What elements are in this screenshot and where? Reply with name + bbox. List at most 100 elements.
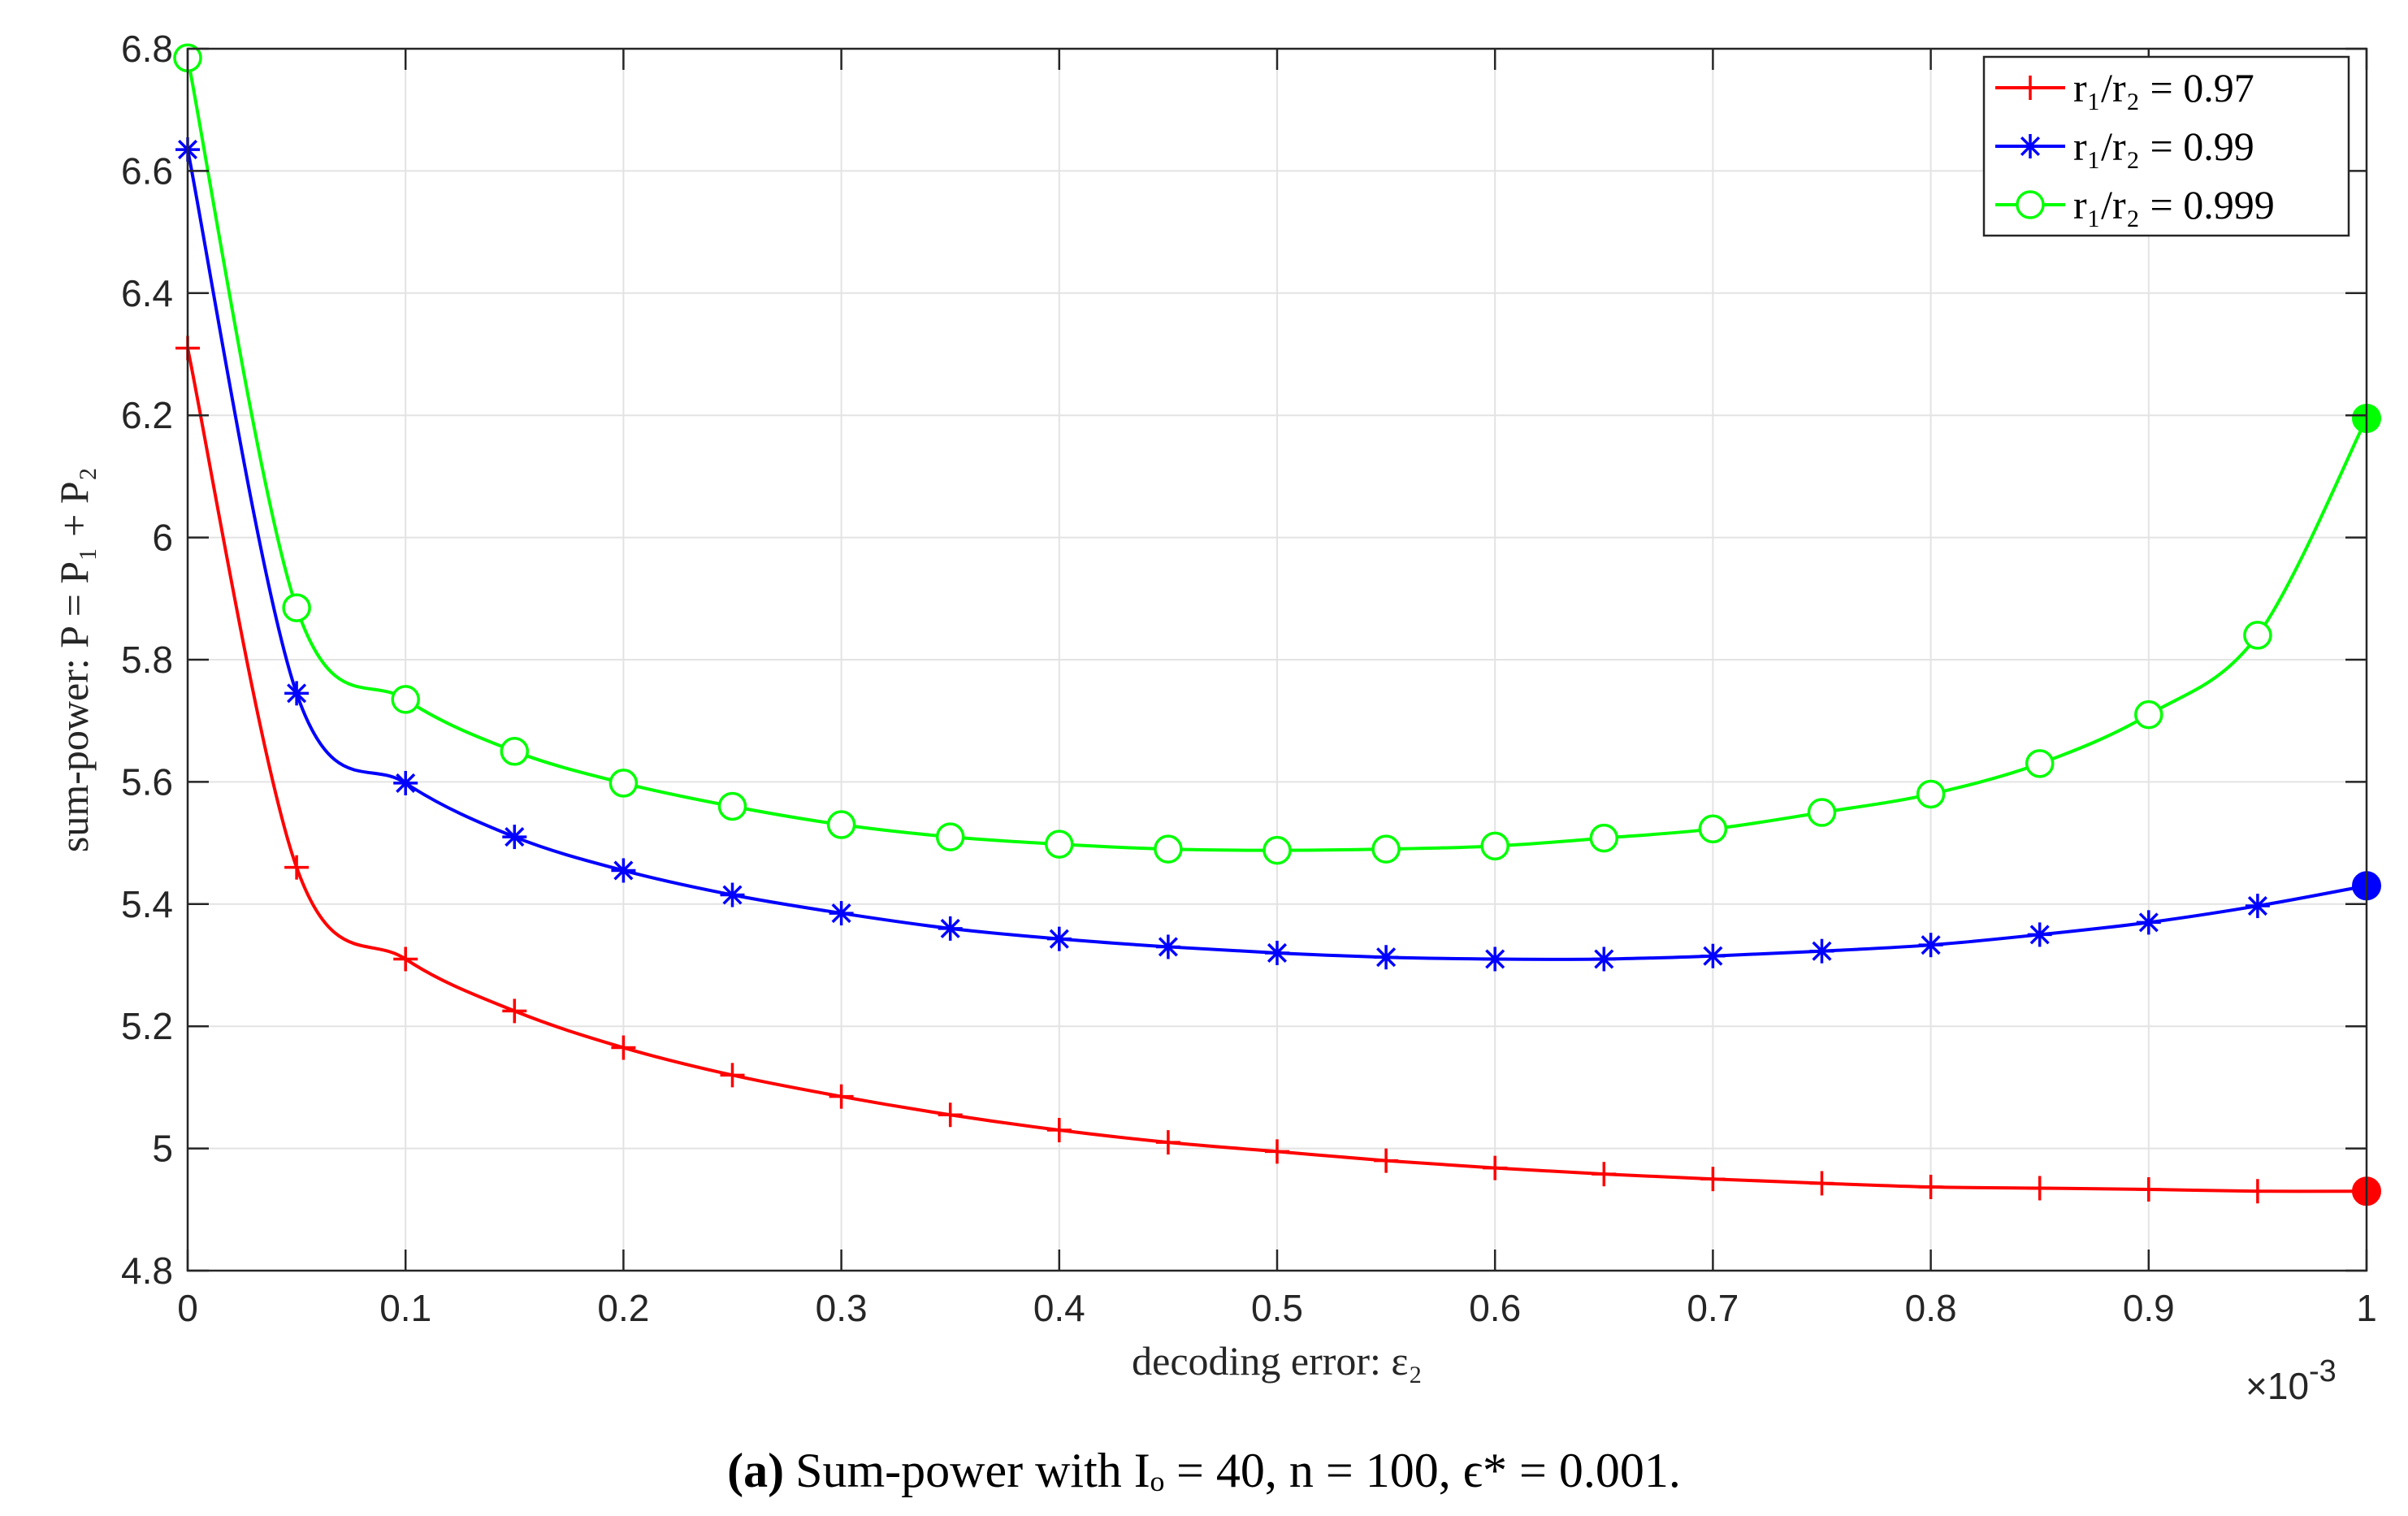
data-point-plus <box>1155 1130 1180 1155</box>
data-point-circle <box>1589 823 1619 853</box>
data-point-asterisk <box>1483 946 1508 972</box>
data-point-plus <box>2018 76 2042 100</box>
series-0 <box>175 336 2381 1206</box>
caption-label: (a) <box>727 1444 784 1497</box>
data-point-circle <box>1807 798 1837 827</box>
data-point-plus <box>1918 1174 1943 1199</box>
y-tick-label: 5 <box>152 1128 173 1170</box>
x-axis-exponent: ×10-3 <box>2246 1354 2337 1407</box>
x-tick-label: 0.8 <box>1905 1287 1957 1329</box>
data-point-plus <box>829 1084 854 1109</box>
data-point-asterisk <box>1592 946 1617 972</box>
ticks: 0 0.1 0.2 0.3 0.4 0.5 0.6 0.7 0.8 0.9 1 4.8 5 5.2 5.4 5… <box>121 28 2377 1329</box>
y-tick-label: 6.8 <box>121 28 173 70</box>
data-point-plus <box>2136 1176 2161 1202</box>
data-point-circle <box>282 593 311 622</box>
y-tick-label: 4.8 <box>121 1250 173 1292</box>
series-line <box>186 348 2367 1193</box>
data-point-circle <box>1371 834 1401 864</box>
data-point-circle <box>1916 779 1946 809</box>
data-point-circle <box>391 685 420 714</box>
legend-label: r₁/r₂ = 0.97 <box>2073 65 2254 110</box>
data-point-circle <box>826 810 856 839</box>
data-point-circle <box>1045 829 1074 859</box>
legend: r₁/r₂ = 0.97 r₁/r₂ = 0.99 r₁/r₂ = 0.999 <box>1982 55 2350 237</box>
data-point-asterisk <box>2136 910 2161 935</box>
legend-label: r₁/r₂ = 0.999 <box>2073 182 2275 227</box>
data-point-circle <box>1262 835 1292 865</box>
data-point-asterisk <box>1265 940 1289 965</box>
data-point-plus <box>1374 1148 1399 1173</box>
data-point-asterisk <box>1700 943 1726 968</box>
data-point-plus <box>1483 1155 1508 1180</box>
x-tick-label: 0 <box>177 1287 198 1329</box>
x-tick-label: 0.7 <box>1687 1287 1739 1329</box>
data-point-asterisk <box>1918 933 1943 958</box>
series-2 <box>173 43 2381 865</box>
data-point-circle <box>2134 700 2163 730</box>
y-tick-label: 6.4 <box>121 272 173 314</box>
data-point-circle <box>2243 621 2272 650</box>
data-point-plus <box>1046 1118 1072 1143</box>
data-point-asterisk <box>502 825 527 850</box>
x-tick-label: 0.4 <box>1033 1287 1085 1329</box>
data-point-plus <box>1700 1167 1726 1192</box>
x-tick-label: 0.5 <box>1251 1287 1303 1329</box>
x-exponent-power: -3 <box>2309 1354 2337 1388</box>
y-tick-label: 6 <box>152 517 173 559</box>
data-point-asterisk <box>720 882 745 907</box>
data-point-plus <box>938 1102 963 1128</box>
y-tick-label: 5.2 <box>121 1005 173 1047</box>
data-point-asterisk <box>1809 938 1834 964</box>
figure-caption: (a) Sum-power with Iₒ = 40, n = 100, ϵ* =… <box>727 1444 1681 1497</box>
data-point-plus <box>1265 1139 1289 1164</box>
y-tick-label: 6.2 <box>121 394 173 436</box>
x-tick-label: 0.3 <box>816 1287 868 1329</box>
data-point-circle <box>1480 831 1509 861</box>
data-point-plus <box>284 855 310 880</box>
y-tick-label: 5.4 <box>121 883 173 925</box>
data-point-circle <box>1154 834 1183 864</box>
data-point-circle <box>500 737 530 766</box>
data-point-circle <box>1698 814 1728 844</box>
data-point-plus <box>393 946 418 972</box>
data-point-asterisk <box>2027 922 2052 947</box>
data-point-asterisk <box>611 858 636 883</box>
data-point-plus <box>2027 1176 2052 1201</box>
y-axis-label: sum-power: P = P₁ + P₂ <box>51 467 97 852</box>
y-tick-label: 5.8 <box>121 639 173 681</box>
y-tick-label: 6.6 <box>121 149 173 192</box>
data-point-asterisk <box>938 916 963 941</box>
series-layer <box>173 43 2381 1206</box>
x-tick-label: 0.1 <box>379 1287 431 1329</box>
data-point-asterisk <box>284 681 310 706</box>
x-exponent-base: ×10 <box>2246 1365 2309 1407</box>
series-line <box>186 149 2367 961</box>
data-point-plus <box>1592 1162 1617 1187</box>
data-point-circle <box>2016 190 2045 219</box>
legend-entry: r₁/r₂ = 0.99 <box>1995 123 2254 169</box>
data-point-circle <box>2025 749 2055 778</box>
x-axis-label: decoding error: ε₂ <box>1132 1338 1423 1384</box>
legend-entry: r₁/r₂ = 0.97 <box>1995 65 2254 110</box>
data-point-asterisk <box>2018 134 2042 158</box>
data-point-circle <box>935 822 965 851</box>
data-point-circle <box>717 791 747 821</box>
x-tick-label: 0.9 <box>2123 1287 2175 1329</box>
legend-label: r₁/r₂ = 0.99 <box>2073 123 2254 169</box>
legend-entry: r₁/r₂ = 0.999 <box>1995 182 2275 227</box>
x-tick-label: 0.6 <box>1469 1287 1521 1329</box>
data-point-asterisk <box>829 901 854 926</box>
data-point-asterisk <box>2245 894 2270 919</box>
x-tick-label: 1 <box>2356 1287 2377 1329</box>
caption-text: Sum-power with Iₒ = 40, n = 100, ϵ* = 0.… <box>795 1444 1681 1497</box>
data-point-plus <box>1809 1171 1834 1196</box>
data-point-circle <box>608 769 639 798</box>
data-point-plus <box>720 1063 745 1088</box>
data-point-asterisk <box>1155 934 1180 959</box>
data-point-asterisk <box>1046 926 1072 951</box>
data-point-asterisk <box>1374 945 1399 970</box>
data-point-plus <box>502 998 527 1024</box>
x-tick-label: 0.2 <box>597 1287 649 1329</box>
